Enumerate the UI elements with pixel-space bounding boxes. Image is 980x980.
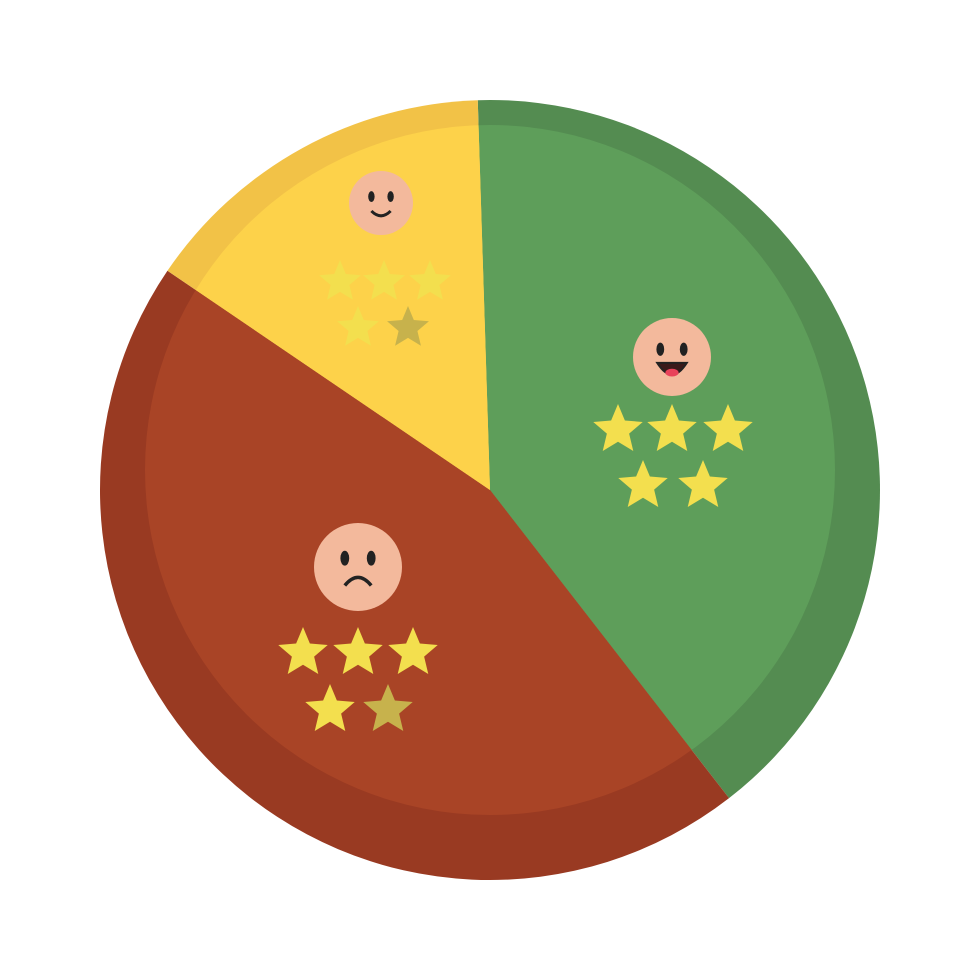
star	[333, 627, 383, 675]
slice	[99, 270, 730, 881]
slice	[477, 100, 881, 799]
pie	[99, 100, 881, 881]
decorations	[278, 171, 753, 732]
star	[409, 260, 451, 300]
tongue	[665, 368, 679, 377]
star	[319, 260, 361, 300]
eye	[679, 342, 688, 356]
mouth	[370, 209, 392, 218]
eye	[366, 550, 376, 566]
star	[363, 260, 405, 300]
star	[703, 404, 753, 452]
star	[278, 627, 328, 675]
star	[337, 306, 379, 346]
eye	[340, 550, 350, 566]
eye	[387, 191, 394, 203]
eye	[368, 191, 375, 203]
star	[647, 404, 697, 452]
star	[305, 684, 355, 732]
eye	[656, 342, 665, 356]
star	[363, 684, 413, 732]
face	[349, 171, 413, 235]
star	[678, 460, 728, 508]
star	[618, 460, 668, 508]
face	[633, 318, 711, 396]
mouth	[343, 575, 373, 587]
face	[314, 523, 402, 611]
star	[387, 306, 429, 346]
star	[388, 627, 438, 675]
star	[593, 404, 643, 452]
